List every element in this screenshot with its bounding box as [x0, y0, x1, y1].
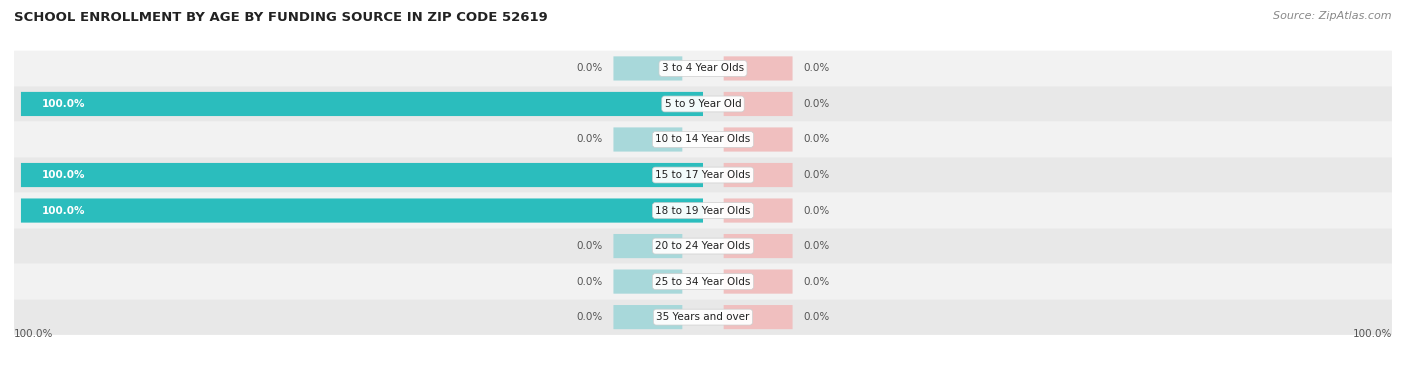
- FancyBboxPatch shape: [724, 198, 793, 223]
- FancyBboxPatch shape: [21, 92, 703, 116]
- Text: 5 to 9 Year Old: 5 to 9 Year Old: [665, 99, 741, 109]
- Text: 100.0%: 100.0%: [42, 206, 86, 215]
- Text: 0.0%: 0.0%: [804, 99, 830, 109]
- FancyBboxPatch shape: [724, 56, 793, 81]
- Text: 0.0%: 0.0%: [804, 170, 830, 180]
- FancyBboxPatch shape: [14, 122, 1392, 157]
- Text: 0.0%: 0.0%: [576, 64, 602, 73]
- Text: 100.0%: 100.0%: [14, 329, 53, 339]
- FancyBboxPatch shape: [613, 234, 682, 258]
- Text: 100.0%: 100.0%: [1353, 329, 1392, 339]
- Text: 0.0%: 0.0%: [576, 135, 602, 144]
- Text: 18 to 19 Year Olds: 18 to 19 Year Olds: [655, 206, 751, 215]
- FancyBboxPatch shape: [14, 86, 1392, 122]
- Text: 0.0%: 0.0%: [576, 277, 602, 287]
- FancyBboxPatch shape: [14, 264, 1392, 299]
- Text: Source: ZipAtlas.com: Source: ZipAtlas.com: [1274, 11, 1392, 21]
- Text: 10 to 14 Year Olds: 10 to 14 Year Olds: [655, 135, 751, 144]
- Text: 35 Years and over: 35 Years and over: [657, 312, 749, 322]
- Text: 0.0%: 0.0%: [804, 135, 830, 144]
- FancyBboxPatch shape: [724, 92, 793, 116]
- FancyBboxPatch shape: [724, 163, 793, 187]
- FancyBboxPatch shape: [14, 228, 1392, 264]
- Legend: Public School, Private School: Public School, Private School: [586, 377, 820, 378]
- Text: 0.0%: 0.0%: [804, 277, 830, 287]
- FancyBboxPatch shape: [724, 234, 793, 258]
- Text: 20 to 24 Year Olds: 20 to 24 Year Olds: [655, 241, 751, 251]
- Text: 0.0%: 0.0%: [576, 312, 602, 322]
- FancyBboxPatch shape: [613, 305, 682, 329]
- FancyBboxPatch shape: [613, 270, 682, 294]
- FancyBboxPatch shape: [724, 127, 793, 152]
- Text: 100.0%: 100.0%: [42, 170, 86, 180]
- FancyBboxPatch shape: [613, 127, 682, 152]
- FancyBboxPatch shape: [21, 198, 703, 223]
- FancyBboxPatch shape: [14, 51, 1392, 86]
- Text: 0.0%: 0.0%: [804, 312, 830, 322]
- FancyBboxPatch shape: [14, 193, 1392, 228]
- FancyBboxPatch shape: [14, 157, 1392, 193]
- Text: 0.0%: 0.0%: [804, 64, 830, 73]
- FancyBboxPatch shape: [21, 163, 703, 187]
- Text: 25 to 34 Year Olds: 25 to 34 Year Olds: [655, 277, 751, 287]
- Text: 15 to 17 Year Olds: 15 to 17 Year Olds: [655, 170, 751, 180]
- FancyBboxPatch shape: [613, 56, 682, 81]
- FancyBboxPatch shape: [14, 299, 1392, 335]
- Text: 0.0%: 0.0%: [804, 206, 830, 215]
- FancyBboxPatch shape: [724, 270, 793, 294]
- Text: 3 to 4 Year Olds: 3 to 4 Year Olds: [662, 64, 744, 73]
- Text: SCHOOL ENROLLMENT BY AGE BY FUNDING SOURCE IN ZIP CODE 52619: SCHOOL ENROLLMENT BY AGE BY FUNDING SOUR…: [14, 11, 548, 24]
- FancyBboxPatch shape: [724, 305, 793, 329]
- Text: 0.0%: 0.0%: [804, 241, 830, 251]
- Text: 100.0%: 100.0%: [42, 99, 86, 109]
- Text: 0.0%: 0.0%: [576, 241, 602, 251]
